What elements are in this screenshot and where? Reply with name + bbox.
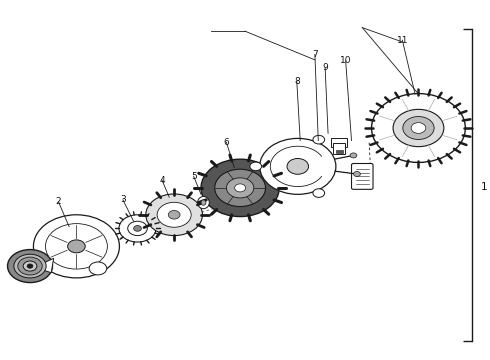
Circle shape [128, 221, 147, 235]
Circle shape [119, 215, 156, 242]
Circle shape [260, 138, 336, 194]
Circle shape [313, 135, 325, 144]
Circle shape [18, 257, 42, 275]
FancyBboxPatch shape [351, 163, 373, 189]
Circle shape [157, 202, 191, 227]
Ellipse shape [201, 200, 206, 205]
Circle shape [134, 226, 142, 231]
Text: 2: 2 [55, 197, 61, 206]
Circle shape [393, 109, 444, 147]
Circle shape [46, 224, 107, 269]
Circle shape [14, 254, 46, 278]
Circle shape [7, 249, 52, 283]
Text: 10: 10 [340, 57, 351, 66]
Circle shape [27, 264, 33, 268]
Text: 11: 11 [396, 36, 408, 45]
Circle shape [411, 123, 426, 134]
Circle shape [68, 240, 85, 253]
Text: 6: 6 [223, 138, 229, 147]
Circle shape [350, 153, 357, 158]
Ellipse shape [197, 197, 209, 209]
Circle shape [226, 178, 254, 198]
Circle shape [403, 117, 434, 139]
Circle shape [250, 162, 262, 171]
Text: 8: 8 [294, 77, 300, 86]
Text: 3: 3 [120, 195, 126, 204]
Text: 9: 9 [322, 63, 328, 72]
Circle shape [235, 184, 245, 192]
Circle shape [371, 94, 466, 162]
Circle shape [146, 194, 202, 235]
Polygon shape [34, 258, 54, 273]
Text: 7: 7 [312, 50, 318, 59]
Circle shape [287, 158, 309, 174]
FancyBboxPatch shape [333, 143, 345, 154]
Circle shape [89, 262, 107, 275]
Circle shape [201, 159, 279, 217]
Text: 1: 1 [481, 182, 487, 192]
FancyBboxPatch shape [331, 138, 347, 147]
Circle shape [313, 189, 325, 197]
Circle shape [23, 261, 37, 271]
Bar [336, 150, 343, 153]
Text: 4: 4 [159, 176, 165, 185]
Circle shape [354, 171, 360, 176]
Circle shape [215, 169, 266, 207]
Text: 5: 5 [191, 172, 196, 181]
Circle shape [168, 211, 180, 219]
Circle shape [33, 215, 120, 278]
